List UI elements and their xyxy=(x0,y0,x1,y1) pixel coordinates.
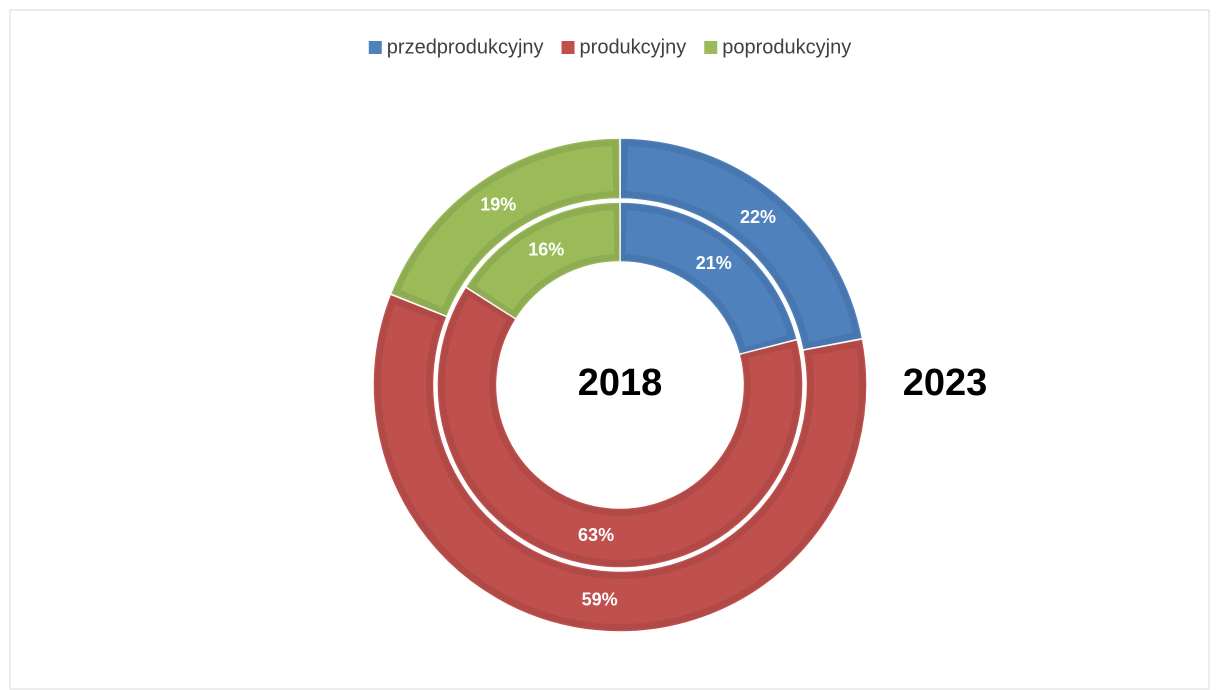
legend-label: poprodukcyjny xyxy=(722,36,851,58)
data-label: 22% xyxy=(740,207,776,227)
legend-label: produkcyjny xyxy=(580,36,687,58)
slice-bevel xyxy=(620,139,861,350)
donut-slice xyxy=(389,137,621,318)
slice-bevel xyxy=(439,288,801,566)
data-label: 59% xyxy=(582,589,618,609)
series-label: 2023 xyxy=(903,362,988,404)
slice-bevel xyxy=(467,203,621,319)
data-label: 19% xyxy=(480,195,516,215)
donut-slice xyxy=(372,293,868,633)
data-label: 16% xyxy=(528,240,564,260)
legend-swatch xyxy=(368,41,382,54)
donut-slice xyxy=(464,201,621,321)
slice-bevel xyxy=(392,139,620,316)
legend-swatch xyxy=(561,41,575,54)
donut-slice xyxy=(436,285,804,569)
slice-bevel xyxy=(619,203,796,355)
slice-bevel xyxy=(375,296,865,630)
legend-label: przedprodukcyjny xyxy=(387,36,544,58)
data-label: 63% xyxy=(578,525,614,545)
data-label: 21% xyxy=(696,253,732,273)
series-label: 2018 xyxy=(578,362,663,404)
legend-swatch xyxy=(704,41,718,54)
